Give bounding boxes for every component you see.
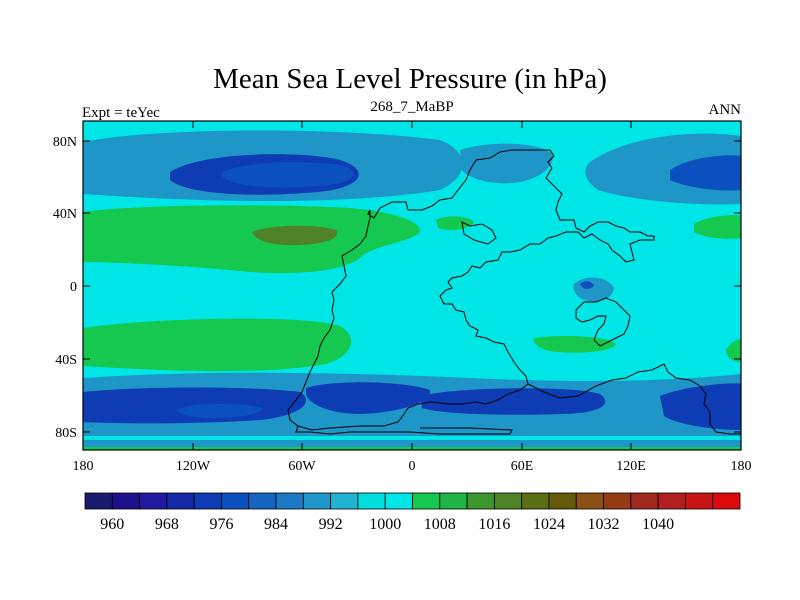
colorbar-label: 1000 [369,516,401,533]
colorbar-label: 1040 [642,516,674,533]
colorbar-swatch [439,492,468,510]
colorbar-swatch [630,492,659,510]
season-label: ANN [709,102,742,118]
lat-tick-label: 40N [53,207,77,222]
colorbar-swatch [657,492,686,510]
colorbar-swatch [466,492,495,510]
colorbar-swatch [193,492,222,510]
north-islands-coast [461,221,497,245]
colorbar-swatch [493,492,523,510]
colorbar-swatch [384,492,413,510]
colorbar-swatch [712,492,741,510]
colorbar-label: 960 [100,516,124,533]
colorbar-label: 1016 [478,516,510,533]
colorbar-swatch [357,492,386,510]
lon-tick-label: 180 [731,459,752,474]
south-high-west [83,318,352,372]
colorbar-label: 1032 [588,516,620,533]
lon-tick-label: 180 [73,459,94,474]
colorbar-swatch [111,492,140,510]
south-high-east [726,339,741,362]
colorbar-swatch [221,492,250,510]
colorbar-label: 984 [264,516,288,533]
colorbar-swatch [330,492,359,510]
colorbar-label: 1024 [533,516,565,533]
colorbar-swatch [248,492,277,510]
equatorial-low-core [580,281,594,289]
north-high-core [252,225,338,246]
colorbar-swatch [166,492,195,510]
map-title: Mean Sea Level Pressure (in hPa) [213,63,607,95]
north-low-east-deep [670,155,741,191]
north-high-east [694,214,741,239]
eastern-peninsula-coast [575,297,631,347]
colorbar-swatch [548,492,577,510]
colorbar-label: 992 [319,516,343,533]
lat-tick-label: 80N [53,135,77,150]
north-low-middle-patch [460,143,553,184]
colorbar-swatch [603,492,632,510]
south-high-mid [533,336,616,353]
lat-tick-label: 40S [55,353,77,368]
colorbar-swatch [412,492,441,510]
experiment-label: Expt = teYec [82,105,160,121]
north-low-core [222,162,354,188]
lon-tick-label: 60E [511,459,534,474]
lon-tick-label: 60W [288,459,316,474]
colorbar-swatch [685,492,714,510]
colorbar-label: 976 [209,516,233,533]
colorbar-swatch [275,492,304,510]
lon-tick-label: 120E [616,459,646,474]
colorbar-swatch [84,492,113,510]
colorbar-swatch [139,492,168,510]
pressure-field [83,121,741,450]
south-low-deep-east [660,383,741,430]
pangaea-coastline [287,149,655,431]
colorbar-swatch [521,492,550,510]
latitude-axis: 80N 40N 0 40S 80S [53,135,741,441]
north-high-small [436,216,474,230]
south-low-deep-center [306,382,431,414]
colorbar: 960 968 976 984 992 1000 1008 1016 1024 1032 1040 [84,492,741,533]
lon-tick-label: 120W [176,459,211,474]
antarctic-coast [295,425,513,435]
southern-ocean-coast [527,363,741,435]
colorbar-label: 968 [155,516,179,533]
lat-tick-label: 0 [70,280,77,295]
colorbar-label: 1008 [424,516,456,533]
longitude-axis: 180 120W 60W 0 60E 120E 180 [73,121,752,474]
colorbar-swatch [575,492,604,510]
north-high-band [83,205,421,274]
lon-tick-label: 0 [409,459,416,474]
lat-tick-label: 80S [55,426,77,441]
south-low-deep-mid [420,388,606,415]
colorbar-swatch [302,492,332,510]
period-label: 268_7_MaBP [370,99,453,115]
south-low-core-west [176,403,262,418]
